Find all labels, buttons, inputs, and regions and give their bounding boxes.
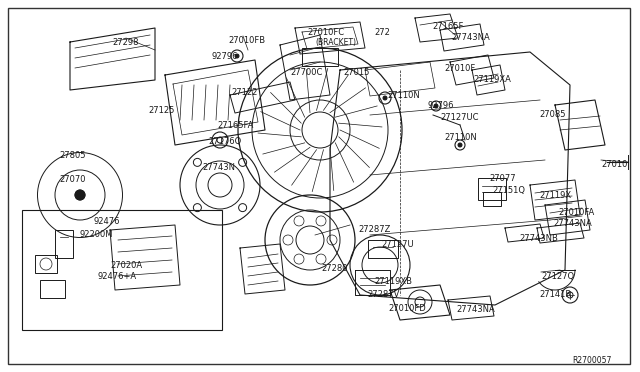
Bar — [302, 48, 338, 66]
Bar — [22, 210, 222, 330]
Text: 92476+A: 92476+A — [97, 272, 136, 281]
Text: 27280: 27280 — [321, 264, 348, 273]
Text: 92200M: 92200M — [79, 230, 113, 239]
Bar — [40, 280, 65, 298]
Text: 27010FC: 27010FC — [307, 28, 344, 37]
Bar — [35, 255, 57, 273]
Bar — [55, 230, 73, 258]
Circle shape — [235, 54, 239, 58]
Text: (BRACKET): (BRACKET) — [315, 38, 356, 47]
Text: 27743NA: 27743NA — [451, 33, 490, 42]
Text: 27176Q: 27176Q — [208, 137, 241, 146]
Text: 27122: 27122 — [231, 88, 257, 97]
Text: 27119X: 27119X — [539, 191, 571, 200]
Text: 27298: 27298 — [112, 38, 138, 47]
Circle shape — [383, 96, 387, 100]
Text: 27010F: 27010F — [444, 64, 476, 73]
Text: 27127U: 27127U — [381, 240, 413, 249]
Bar — [368, 240, 398, 258]
Text: 27287Z: 27287Z — [358, 225, 390, 234]
Text: 27127Q: 27127Q — [541, 272, 574, 281]
Text: 27700C: 27700C — [290, 68, 323, 77]
Text: 27743NA: 27743NA — [553, 219, 592, 228]
Text: 27127UC: 27127UC — [440, 113, 479, 122]
Bar — [478, 178, 506, 200]
Text: 27151Q: 27151Q — [492, 186, 525, 195]
Circle shape — [434, 104, 438, 108]
Text: 92796: 92796 — [428, 101, 454, 110]
Text: 272: 272 — [374, 28, 390, 37]
Text: 27165F: 27165F — [432, 22, 463, 31]
Text: 27010FB: 27010FB — [228, 36, 265, 45]
Text: 27805: 27805 — [59, 151, 86, 160]
Text: 27287V: 27287V — [367, 290, 399, 299]
Text: 92476: 92476 — [94, 217, 120, 226]
Text: 27020A: 27020A — [110, 261, 142, 270]
Text: 27743NA: 27743NA — [456, 305, 495, 314]
Text: 27743N: 27743N — [202, 163, 235, 172]
Text: 27141R: 27141R — [539, 290, 572, 299]
Text: 27110N: 27110N — [444, 133, 477, 142]
Circle shape — [458, 143, 462, 147]
Text: R2700057: R2700057 — [572, 356, 611, 365]
Text: 92796: 92796 — [212, 52, 239, 61]
Text: 27010: 27010 — [601, 160, 627, 169]
Text: 27110N: 27110N — [387, 91, 420, 100]
Text: 27743NB: 27743NB — [519, 234, 558, 243]
Text: 27119XB: 27119XB — [374, 277, 412, 286]
Text: 27125: 27125 — [148, 106, 174, 115]
Bar — [483, 192, 501, 206]
Text: 27010FD: 27010FD — [388, 304, 426, 313]
Text: 27165FA: 27165FA — [217, 121, 253, 130]
Text: 27010FA: 27010FA — [558, 208, 595, 217]
Text: 27077: 27077 — [489, 174, 516, 183]
Text: 27070: 27070 — [59, 175, 86, 184]
Text: 27119XA: 27119XA — [473, 75, 511, 84]
Text: 27015: 27015 — [343, 68, 369, 77]
Text: 27085: 27085 — [539, 110, 566, 119]
Circle shape — [75, 190, 85, 200]
